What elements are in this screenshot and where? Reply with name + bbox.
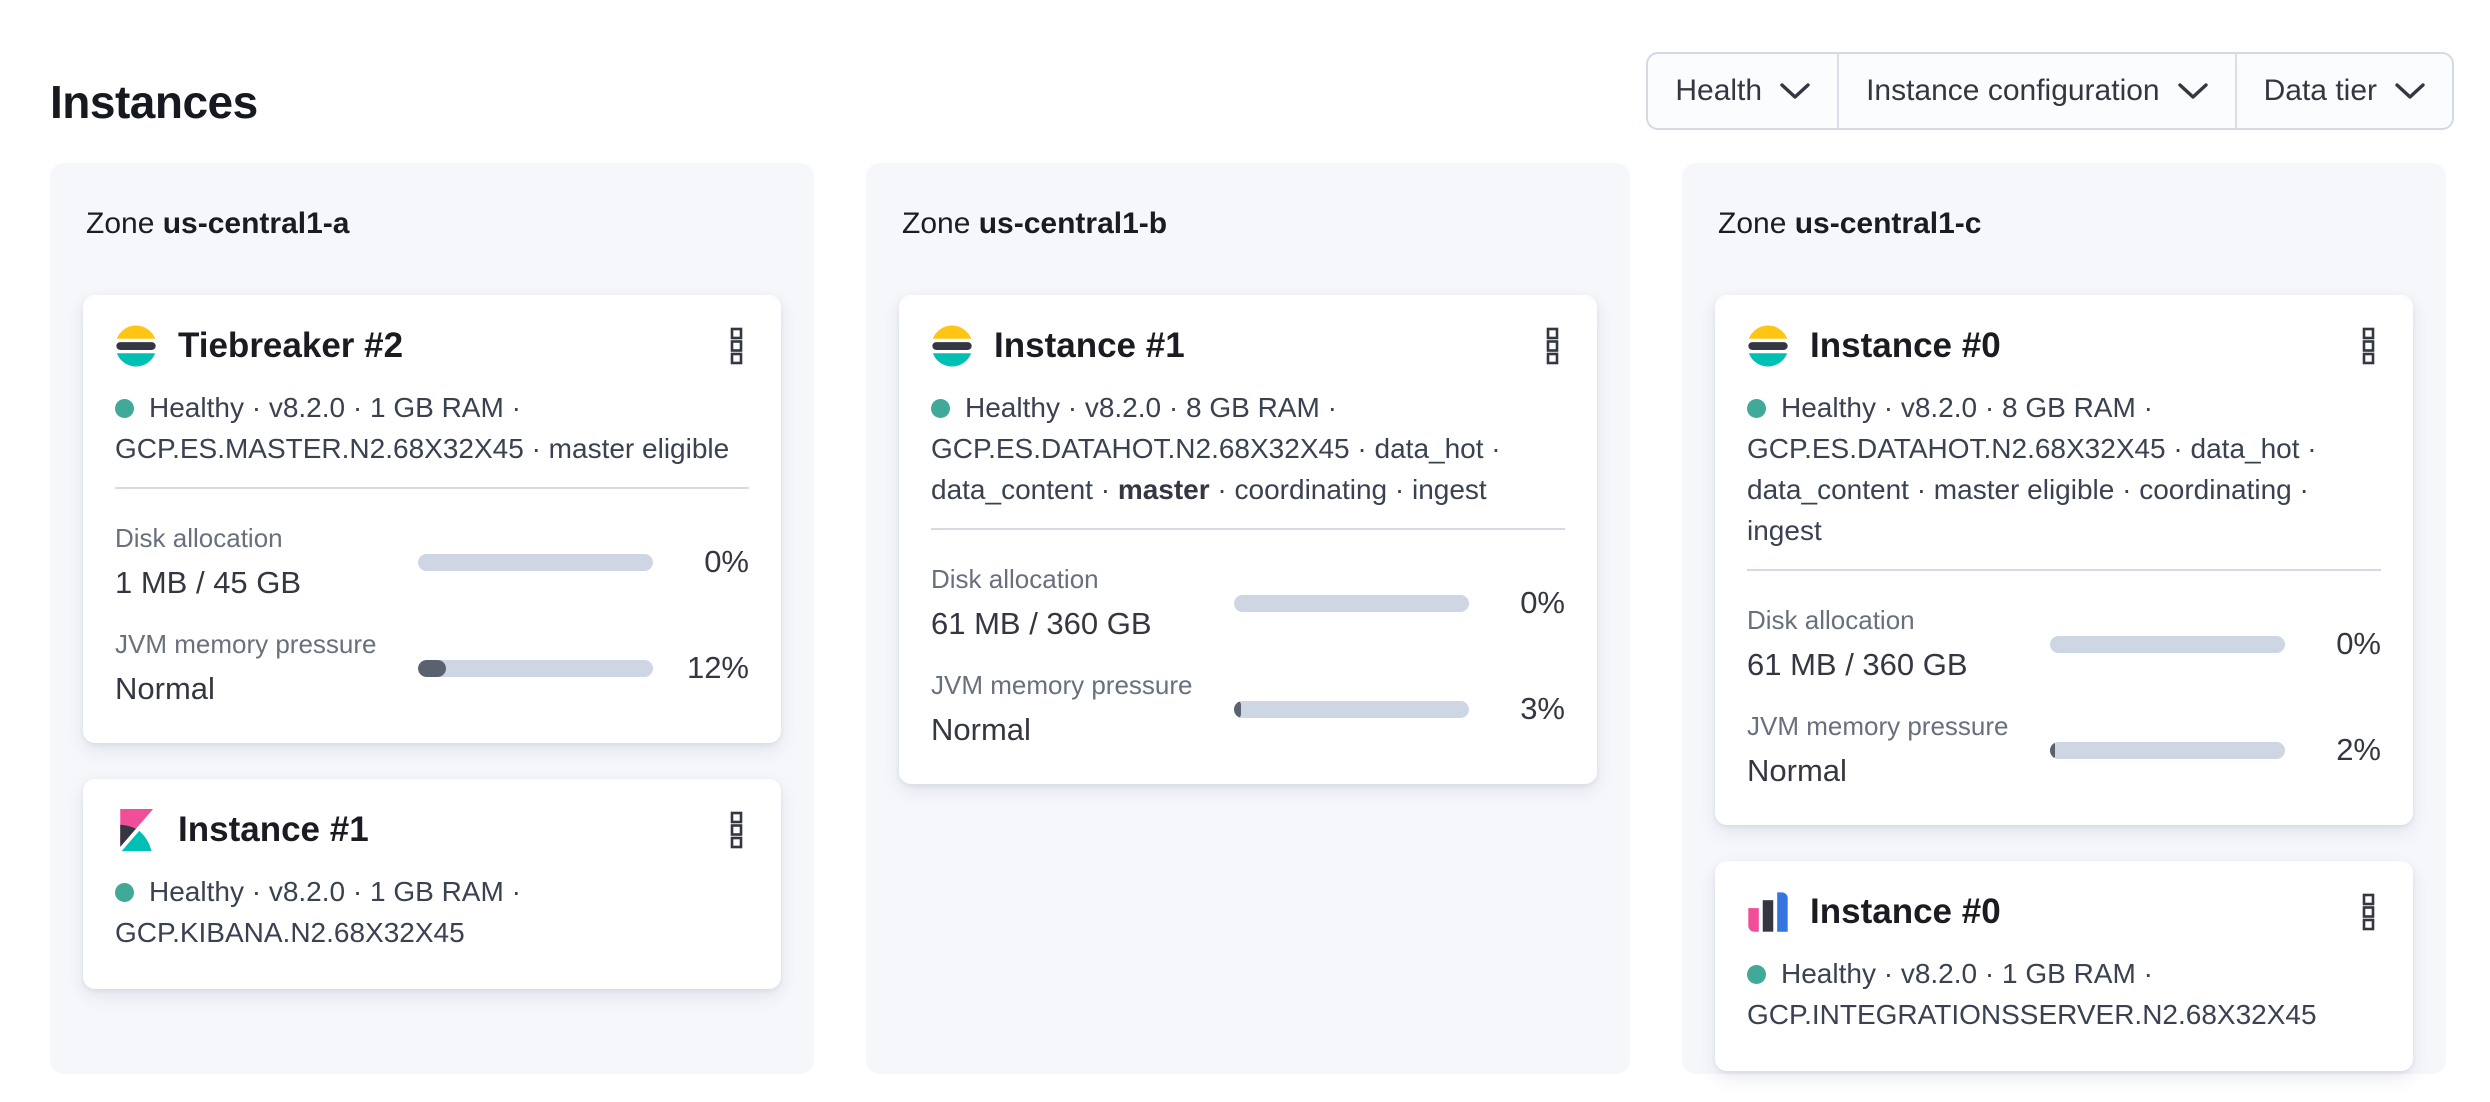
elasticsearch-logo-icon <box>115 325 157 367</box>
metric-value: Normal <box>1747 753 1847 788</box>
elasticsearch-logo-icon <box>1747 325 1789 367</box>
progress-bar <box>418 553 653 571</box>
metric-percent: 3% <box>1520 691 1565 726</box>
instance-card-kibana-1: Instance #1 Healthy · v8.2.0 · 1 GB RAM … <box>83 779 781 989</box>
zone-panel-us-central1-b: Zone us-central1-b Instance #1 Healthy ·… <box>866 163 1630 1074</box>
divider <box>931 528 1565 530</box>
instance-title: Instance #0 <box>1810 326 2001 365</box>
metric-value: 61 MB / 360 GB <box>1747 647 1968 682</box>
disk-allocation-metric: Disk allocation 61 MB / 360 GB 0% <box>931 564 1565 642</box>
instance-menu-button[interactable] <box>2356 891 2381 933</box>
instance-card-tiebreaker-2: Tiebreaker #2 Healthy · v8.2.0 · 1 GB RA… <box>83 295 781 743</box>
progress-bar <box>1234 594 1469 612</box>
metric-label: Disk allocation <box>931 564 1099 594</box>
boxes-vertical-icon <box>730 327 743 365</box>
filter-health-button[interactable]: Health <box>1648 54 1837 128</box>
boxes-vertical-icon <box>2362 327 2375 365</box>
instance-meta: Healthy · v8.2.0 · 1 GB RAM · GCP.KIBANA… <box>115 876 521 948</box>
filter-health-label: Health <box>1675 74 1763 107</box>
instance-menu-button[interactable] <box>724 325 749 367</box>
metric-label: Disk allocation <box>115 523 283 553</box>
instance-meta: Healthy · v8.2.0 · 8 GB RAM · GCP.ES.DAT… <box>931 392 1501 505</box>
metric-percent: 12% <box>686 650 749 685</box>
jvm-memory-pressure-metric: JVM memory pressure Normal 2% <box>1747 711 2381 789</box>
boxes-vertical-icon <box>730 811 743 849</box>
metric-label: Disk allocation <box>1747 605 1915 635</box>
filter-data-tier-label: Data tier <box>2263 74 2377 107</box>
instance-meta: Healthy · v8.2.0 · 8 GB RAM · GCP.ES.DAT… <box>1747 392 2317 546</box>
zone-name: us-central1-a <box>162 207 350 240</box>
health-dot-icon <box>115 399 134 418</box>
instance-title: Instance #1 <box>178 810 369 849</box>
instance-card-integrations-0: Instance #0 Healthy · v8.2.0 · 1 GB RAM … <box>1715 861 2413 1071</box>
divider <box>115 487 749 489</box>
elasticsearch-logo-icon <box>931 325 973 367</box>
filter-instance-configuration-button[interactable]: Instance configuration <box>1837 54 2235 128</box>
progress-bar <box>1234 700 1469 718</box>
health-dot-icon <box>1747 965 1766 984</box>
instance-title: Instance #1 <box>994 326 1185 365</box>
zone-label: Zone us-central1-c <box>1718 207 1982 240</box>
metric-value: 1 MB / 45 GB <box>115 565 302 600</box>
metric-label: JVM memory pressure <box>115 629 377 659</box>
jvm-memory-pressure-metric: JVM memory pressure Normal 3% <box>931 670 1565 748</box>
metric-value: 61 MB / 360 GB <box>931 606 1152 641</box>
instance-meta: Healthy · v8.2.0 · 1 GB RAM · GCP.ES.MAS… <box>115 392 730 464</box>
zone-panel-us-central1-a: Zone us-central1-a Tiebreaker #2 Healthy… <box>50 163 814 1074</box>
zone-panel-us-central1-c: Zone us-central1-c Instance #0 Healthy ·… <box>1682 163 2446 1074</box>
page-title: Instances <box>50 75 258 128</box>
chevron-down-icon <box>1780 82 1810 100</box>
health-dot-icon <box>1747 399 1766 418</box>
divider <box>1747 569 2381 571</box>
instance-meta: Healthy · v8.2.0 · 1 GB RAM · GCP.INTEGR… <box>1747 958 2317 1030</box>
zone-label: Zone us-central1-b <box>902 207 1168 240</box>
jvm-memory-pressure-metric: JVM memory pressure Normal 12% <box>115 629 749 707</box>
health-dot-icon <box>115 883 134 902</box>
instance-menu-button[interactable] <box>724 809 749 851</box>
progress-bar <box>2050 635 2285 653</box>
health-dot-icon <box>931 399 950 418</box>
boxes-vertical-icon <box>1546 327 1559 365</box>
metric-percent: 0% <box>2336 626 2381 661</box>
chevron-down-icon <box>2177 82 2208 100</box>
boxes-vertical-icon <box>2362 893 2375 931</box>
zone-label: Zone us-central1-a <box>86 207 350 240</box>
progress-bar <box>2050 741 2285 759</box>
filter-instance-configuration-label: Instance configuration <box>1866 74 2160 107</box>
filter-group: Health Instance configuration Data tier <box>1646 52 2454 130</box>
metric-value: Normal <box>931 712 1031 747</box>
instance-menu-button[interactable] <box>1540 325 1565 367</box>
metric-label: JVM memory pressure <box>931 670 1193 700</box>
master-role: master <box>1117 474 1210 505</box>
instance-card-es-0: Instance #0 Healthy · v8.2.0 · 8 GB RAM … <box>1715 295 2413 825</box>
kibana-logo-icon <box>115 809 157 851</box>
chevron-down-icon <box>2395 82 2425 100</box>
disk-allocation-metric: Disk allocation 1 MB / 45 GB 0% <box>115 523 749 601</box>
instance-menu-button[interactable] <box>2356 325 2381 367</box>
instance-title: Tiebreaker #2 <box>178 326 404 365</box>
metric-percent: 2% <box>2336 732 2381 767</box>
metric-value: Normal <box>115 671 215 706</box>
progress-bar <box>418 659 653 677</box>
instance-card-es-1: Instance #1 Healthy · v8.2.0 · 8 GB RAM … <box>899 295 1597 784</box>
zone-name: us-central1-c <box>1794 207 1982 240</box>
disk-allocation-metric: Disk allocation 61 MB / 360 GB 0% <box>1747 605 2381 683</box>
integrations-server-logo-icon <box>1747 891 1789 933</box>
metric-percent: 0% <box>704 544 749 579</box>
metric-label: JVM memory pressure <box>1747 711 2009 741</box>
instance-title: Instance #0 <box>1810 892 2001 931</box>
metric-percent: 0% <box>1520 585 1565 620</box>
zone-name: us-central1-b <box>978 207 1168 240</box>
filter-data-tier-button[interactable]: Data tier <box>2234 54 2452 128</box>
zones-container: Zone us-central1-a Tiebreaker #2 Healthy… <box>50 163 2446 1074</box>
